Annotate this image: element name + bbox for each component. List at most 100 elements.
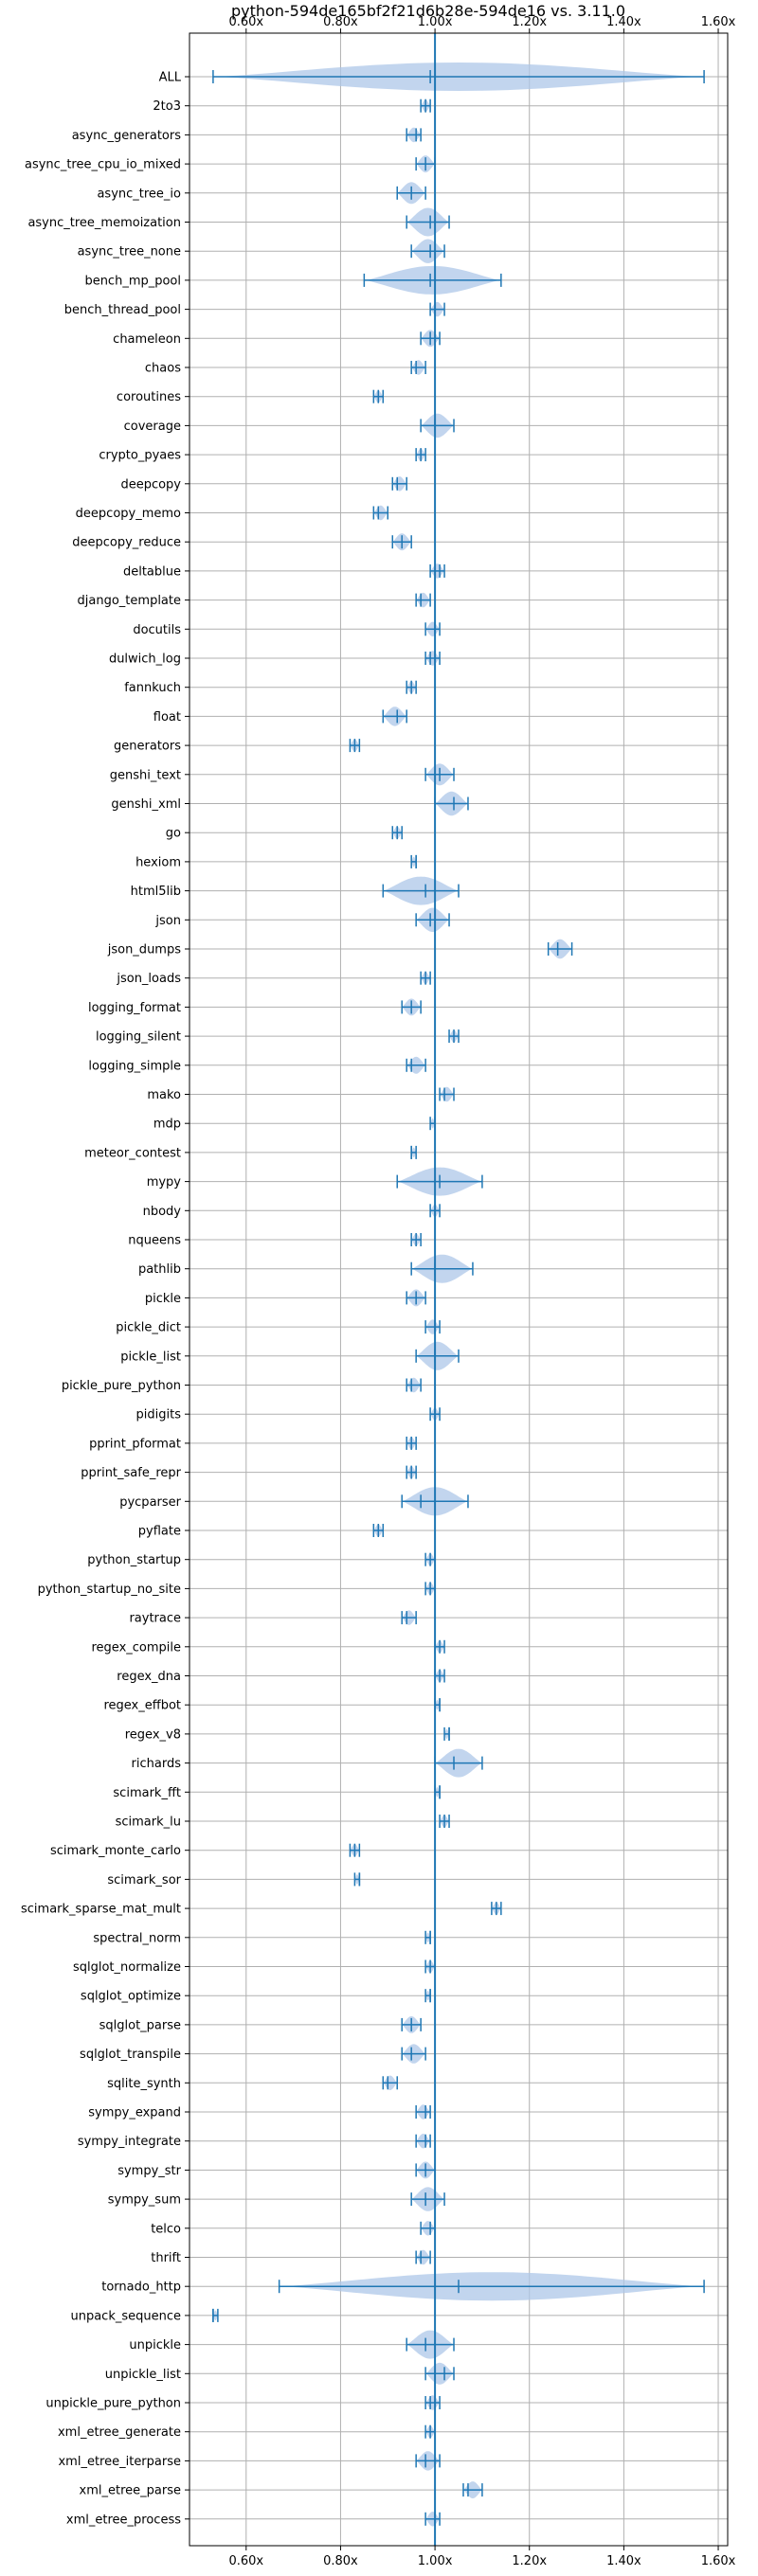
benchmark-label: xml_etree_generate — [58, 2425, 181, 2440]
benchmark-label: async_tree_cpu_io_mixed — [25, 158, 181, 172]
benchmark-label: scimark_sparse_mat_mult — [21, 1903, 181, 1917]
benchmark-label: dulwich_log — [109, 653, 181, 667]
benchmark-label: scimark_fft — [113, 1786, 181, 1800]
x-tick-label-bottom: 1.00x — [418, 2554, 453, 2568]
benchmark-label: scimark_sor — [107, 1873, 181, 1887]
chart-title: python-594de165bf2f21d6b28e-594de16 vs. … — [231, 2, 625, 20]
benchmark-label: sqlglot_parse — [99, 2018, 181, 2032]
benchmark-label: json — [154, 914, 181, 928]
benchmark-label: pickle_pure_python — [62, 1379, 181, 1393]
benchmark-label: regex_dna — [117, 1670, 181, 1684]
x-tick-label-top: 1.20x — [512, 15, 547, 29]
benchmark-label: django_template — [78, 594, 181, 608]
benchmark-label: raytrace — [129, 1612, 181, 1626]
benchmark-label: go — [166, 827, 181, 841]
benchmark-label: sympy_sum — [108, 2193, 181, 2208]
benchmark-label: 2to3 — [153, 99, 181, 114]
benchmark-label: mdp — [153, 1118, 181, 1132]
benchmark-label: float — [153, 710, 181, 724]
benchmark-label: pycparser — [119, 1495, 181, 1510]
benchmark-label: bench_mp_pool — [84, 274, 181, 288]
x-tick-label-top: 1.00x — [418, 15, 453, 29]
benchmark-label: pickle_list — [120, 1350, 181, 1364]
benchmark-label: unpickle_pure_python — [45, 2397, 181, 2411]
benchmark-labels: ALL 2to3 async_generators async_tree_cpu_io… — [21, 71, 182, 2528]
benchmark-label: async_tree_io — [97, 187, 181, 201]
benchmark-label: json_loads — [116, 972, 181, 986]
x-tick-label-top: 1.60x — [701, 15, 736, 29]
benchmark-label: pyflate — [138, 1525, 181, 1539]
benchmark-label: thrift — [151, 2251, 181, 2265]
benchmark-label: mypy — [147, 1175, 182, 1190]
benchmark-label: deepcopy_reduce — [72, 536, 181, 550]
benchmark-label: fannkuch — [124, 681, 181, 695]
benchmark-label: json_dumps — [107, 943, 181, 957]
benchmark-label: unpickle — [129, 2338, 181, 2352]
benchmark-label: genshi_xml — [111, 797, 181, 812]
benchmark-label: richards — [132, 1757, 182, 1771]
benchmark-label: regex_compile — [91, 1640, 181, 1655]
benchmark-label: telco — [151, 2222, 181, 2236]
grid-lines — [190, 33, 728, 2546]
benchmark-label: python_startup_no_site — [38, 1583, 181, 1597]
benchmark-label: nbody — [143, 1205, 182, 1219]
benchmark-label: html5lib — [131, 885, 181, 899]
benchmark-label: logging_format — [88, 1001, 181, 1015]
benchmark-label: async_tree_none — [78, 245, 181, 259]
x-tick-label-top: 0.60x — [228, 15, 263, 29]
benchmark-label: nqueens — [128, 1234, 181, 1248]
benchmark-label: xml_etree_parse — [80, 2484, 181, 2498]
axis-ticks: 0.60x 0.60x 0.80x 0.80x 1.00x 1.00x 1.20x 1.20x… — [185, 15, 736, 2568]
benchmark-label: sqlglot_optimize — [81, 1990, 181, 2004]
benchmark-label: generators — [114, 740, 181, 754]
benchmark-label: bench_thread_pool — [64, 303, 181, 317]
x-tick-label-bottom: 1.20x — [512, 2554, 547, 2568]
benchmark-label: logging_silent — [96, 1030, 181, 1045]
benchmark-label: chameleon — [113, 332, 181, 347]
benchmark-label: coroutines — [117, 390, 181, 404]
benchmark-label: async_generators — [72, 129, 182, 143]
benchmark-label: deepcopy — [120, 477, 181, 492]
benchmark-label: scimark_lu — [116, 1816, 181, 1830]
benchmark-label: xml_etree_process — [66, 2513, 181, 2527]
x-tick-label-bottom: 1.60x — [701, 2554, 736, 2568]
benchmark-label: meteor_contest — [84, 1146, 181, 1160]
x-tick-label-top: 1.40x — [606, 15, 641, 29]
benchmark-label: python_startup — [87, 1553, 181, 1567]
benchmark-label: deepcopy_memo — [76, 507, 181, 521]
benchmark-label: async_tree_memoization — [27, 216, 181, 230]
benchmark-label: sqlglot_transpile — [80, 2048, 181, 2062]
plot-frame — [189, 32, 729, 2547]
benchmark-label: regex_v8 — [125, 1727, 181, 1742]
benchmark-label: genshi_text — [110, 768, 181, 782]
benchmark-label: pidigits — [136, 1408, 182, 1422]
benchmark-label: chaos — [145, 362, 181, 376]
benchmark-label: pprint_safe_repr — [81, 1466, 181, 1480]
benchmark-label: pickle — [145, 1292, 181, 1306]
x-tick-label-top: 0.80x — [323, 15, 358, 29]
x-tick-label-bottom: 1.40x — [606, 2554, 641, 2568]
benchmark-label: unpickle_list — [105, 2368, 181, 2382]
benchmark-label: sympy_expand — [88, 2106, 181, 2120]
benchmark-label: sqlite_synth — [107, 2077, 181, 2091]
x-tick-label-bottom: 0.80x — [323, 2554, 358, 2568]
benchmark-label: unpack_sequence — [70, 2309, 181, 2323]
benchmark-label: tornado_http — [101, 2281, 181, 2295]
violins — [212, 63, 705, 2527]
benchmark-label: pathlib — [138, 1262, 181, 1277]
benchmark-label: regex_effbot — [103, 1699, 181, 1713]
benchmark-label: docutils — [133, 623, 181, 637]
benchmark-label: ALL — [159, 71, 182, 85]
benchmark-label: hexiom — [135, 855, 181, 869]
benchmark-label: sympy_integrate — [78, 2135, 181, 2149]
benchmark-label: spectral_norm — [93, 1931, 181, 1945]
benchmark-label: deltablue — [123, 564, 181, 579]
benchmark-label: pickle_dict — [116, 1321, 181, 1335]
benchmark-label: pprint_pformat — [89, 1437, 181, 1451]
benchmark-label: sympy_str — [117, 2164, 181, 2178]
benchmark-label: sqlglot_normalize — [73, 1960, 181, 1975]
benchmark-label: logging_simple — [88, 1059, 181, 1073]
benchmark-label: mako — [147, 1088, 181, 1102]
benchmark-label: coverage — [124, 420, 181, 434]
